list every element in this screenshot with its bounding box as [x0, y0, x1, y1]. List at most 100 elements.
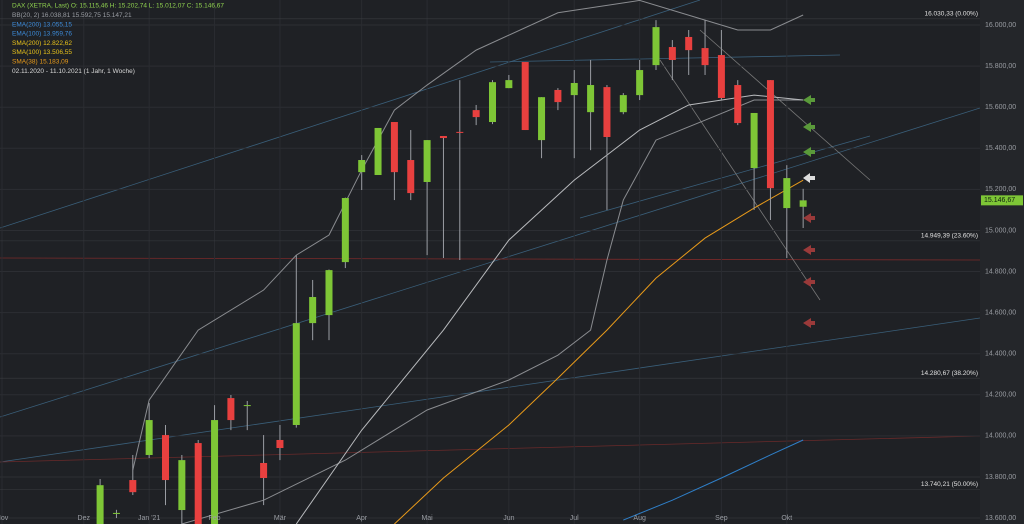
- trend-line: [489, 54, 841, 63]
- legend-entry: EMA(200) 13.055,15: [12, 21, 72, 28]
- candle-body: [505, 80, 513, 89]
- candle-body: [309, 297, 317, 324]
- y-tick-label: 14.600,00: [985, 309, 1016, 316]
- x-tick-label: Feb: [209, 515, 221, 522]
- signal-arrows: [803, 95, 815, 328]
- x-tick-label: Aug: [633, 515, 646, 522]
- y-tick-label: 15.400,00: [985, 145, 1016, 152]
- candle-body: [178, 460, 186, 511]
- last-price-tag: [981, 195, 1023, 206]
- candle-body: [439, 135, 447, 139]
- candle-body: [685, 36, 693, 51]
- indicator-line: [295, 94, 804, 524]
- trend-line: [0, 0, 701, 229]
- candle-body: [423, 140, 431, 182]
- x-tick-label: Jun: [503, 515, 514, 522]
- fib-label: 13.740,21 (50.00%): [921, 481, 978, 488]
- arrow: [803, 95, 815, 105]
- candle-body: [292, 323, 300, 425]
- indicator-line: [394, 179, 804, 524]
- indicator-line: [132, 0, 804, 471]
- candle-body: [652, 27, 660, 66]
- candle-body: [260, 462, 268, 478]
- arrow: [803, 173, 815, 183]
- candle-body: [783, 178, 791, 209]
- x-tick-label: Dez: [78, 515, 91, 522]
- x-tick-label: Okt: [781, 515, 792, 522]
- x-tick-label: Mai: [421, 515, 433, 522]
- candle-body: [799, 200, 807, 207]
- x-tick-label: Apr: [356, 515, 368, 522]
- candle-body: [96, 485, 104, 524]
- candle-body: [750, 112, 758, 169]
- candle-body: [668, 47, 676, 60]
- y-tick-label: 13.800,00: [985, 474, 1016, 481]
- candle-body: [570, 82, 578, 96]
- candle-body: [276, 439, 284, 448]
- y-tick-label: 15.800,00: [985, 63, 1016, 70]
- candle-body: [554, 89, 562, 103]
- candle-body: [603, 87, 611, 138]
- candle-body: [587, 85, 595, 113]
- y-tick-label: 15.000,00: [985, 227, 1016, 234]
- last-price-label: 15.146,67: [984, 197, 1015, 204]
- candle-body: [717, 55, 725, 98]
- legend-entry: 02.11.2020 - 11.10.2021 (1 Jahr, 1 Woche…: [12, 68, 135, 75]
- candle-body: [619, 95, 627, 113]
- candle-body: [325, 270, 333, 316]
- legend-entry: BB(20, 2) 16.038,81 15.592,75 15.147,21: [12, 12, 132, 19]
- candle-body: [521, 62, 529, 131]
- candle-body: [456, 131, 464, 133]
- arrow: [803, 277, 815, 287]
- legend-entry: SMA(200) 12.822,62: [12, 40, 72, 47]
- y-tick-label: 14.000,00: [985, 433, 1016, 440]
- fib-label: 16.030,33 (0.00%): [925, 11, 978, 18]
- fib-label: 14.280,67 (38.20%): [921, 370, 978, 377]
- plot: [0, 0, 980, 524]
- fib-label: 14.949,39 (23.60%): [921, 233, 978, 240]
- y-tick-label: 15.200,00: [985, 186, 1016, 193]
- x-tick-label: Jul: [570, 515, 579, 522]
- trend-line: [659, 59, 821, 301]
- candle-body: [194, 443, 202, 524]
- y-tick-label: 13.600,00: [985, 515, 1016, 522]
- legend-entry: EMA(100) 13.959,76: [12, 31, 72, 38]
- candle-body: [243, 405, 251, 407]
- candle-body: [538, 97, 546, 141]
- candle-body: [129, 480, 137, 493]
- arrow: [803, 147, 815, 157]
- candle-body: [766, 80, 774, 189]
- arrow: [803, 245, 815, 255]
- arrow: [803, 213, 815, 223]
- candle-body: [390, 122, 398, 173]
- candle-body: [211, 420, 219, 524]
- y-tick-label: 14.200,00: [985, 392, 1016, 399]
- trend-line: [0, 257, 980, 261]
- candle-body: [112, 512, 120, 514]
- indicator-line: [181, 99, 804, 524]
- y-tick-label: 15.600,00: [985, 104, 1016, 111]
- candle-body: [358, 160, 366, 173]
- candle-body: [701, 48, 709, 66]
- candle-body: [162, 435, 169, 481]
- trend-line: [579, 135, 871, 219]
- candle-body: [734, 85, 742, 124]
- y-tick-label: 14.400,00: [985, 351, 1016, 358]
- x-tick-label: Jan '21: [138, 515, 160, 522]
- candle-body: [145, 420, 153, 455]
- candle-body: [374, 127, 382, 176]
- x-tick-label: Mär: [274, 515, 287, 522]
- candle-body: [489, 82, 496, 123]
- axis-background: [980, 0, 1024, 524]
- trend-line: [0, 107, 980, 418]
- candle-body: [227, 398, 235, 421]
- x-tick-label: Sep: [715, 515, 728, 522]
- candle-body: [636, 70, 644, 96]
- y-tick-label: 16.000,00: [985, 22, 1016, 29]
- legend-entry: DAX (XETRA, Last) O: 15.115,46 H: 15.202…: [12, 3, 224, 10]
- x-tick-label: Nov: [0, 515, 9, 522]
- legend-entry: SMA(100) 13.506,55: [12, 49, 72, 56]
- trend-line: [699, 29, 871, 181]
- legend-entry: SMA(38) 15.183,09: [12, 59, 69, 66]
